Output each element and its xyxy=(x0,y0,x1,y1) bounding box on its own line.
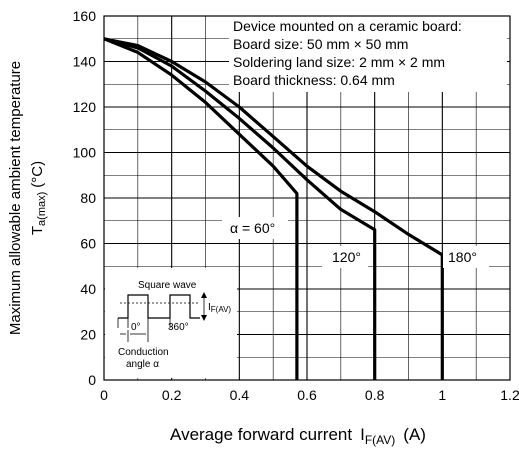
x-tick-label: 0 xyxy=(100,387,108,403)
note-line-1: Device mounted on a ceramic board: xyxy=(233,18,462,34)
derating-curves xyxy=(103,37,444,380)
plot-frame xyxy=(103,15,511,381)
series-labels: α = 60° 120° 180° xyxy=(222,217,489,268)
y-tick-label: 140 xyxy=(73,54,97,70)
inset-angle-end: 360° xyxy=(168,322,189,333)
series-label-180: 180° xyxy=(448,249,477,265)
mounting-conditions-note: Device mounted on a ceramic board: Board… xyxy=(229,16,507,92)
x-tick-label: 0.8 xyxy=(365,387,385,403)
note-line-2: Board size: 50 mm × 50 mm xyxy=(233,36,408,52)
note-line-3: Soldering land size: 2 mm × 2 mm xyxy=(233,54,445,70)
tick-labels: 0 0.2 0.4 0.6 0.8 1 1.2 0 20 40 60 80 100 120 140 160 xyxy=(73,8,519,403)
square-wave-inset: Square wave 0° 360° IF(AV) Conduction an… xyxy=(105,268,237,378)
y-tick-label: 60 xyxy=(80,236,96,252)
derating-curve-0 xyxy=(103,37,299,380)
y-tick-label: 120 xyxy=(73,99,97,115)
inset-current-label: IF(AV) xyxy=(208,302,231,314)
y-tick-label: 0 xyxy=(88,372,96,388)
x-tick-label: 0.2 xyxy=(162,387,182,403)
x-tick-label: 0.4 xyxy=(230,387,250,403)
square-wave-trace xyxy=(118,294,200,319)
y-axis-label: Maximum allowable ambient temperature xyxy=(7,61,24,335)
y-tick-label: 100 xyxy=(73,145,97,161)
derating-curve-1 xyxy=(103,37,377,380)
inset-title: Square wave xyxy=(138,280,197,291)
y-tick-label: 80 xyxy=(80,190,96,206)
inset-caption-1: Conduction xyxy=(118,347,169,358)
y-tick-label: 160 xyxy=(73,8,97,24)
inset-angle-start: 0° xyxy=(131,322,141,333)
x-tick-label: 0.6 xyxy=(297,387,317,403)
series-label-120: 120° xyxy=(332,249,361,265)
x-tick-label: 1 xyxy=(438,387,446,403)
x-axis-label: Average forward current IF(AV) (A) xyxy=(170,425,426,447)
series-label-60: α = 60° xyxy=(230,220,275,236)
y-axis-symbol: Ta(max)(°C) xyxy=(29,161,48,235)
derating-curve-2 xyxy=(103,37,444,380)
note-line-4: Board thickness: 0.64 mm xyxy=(233,72,395,88)
inset-caption-2: angle α xyxy=(126,359,159,370)
y-tick-label: 40 xyxy=(80,281,96,297)
y-tick-label: 20 xyxy=(80,327,96,343)
x-tick-label: 1.2 xyxy=(500,387,519,403)
